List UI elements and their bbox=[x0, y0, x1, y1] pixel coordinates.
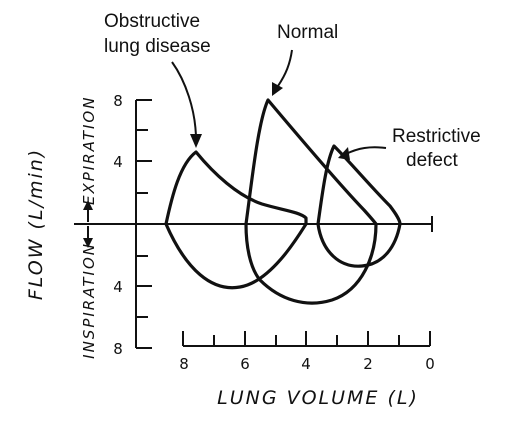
restrictive-label: Restrictive bbox=[392, 126, 481, 147]
normal-pointer-arrow-icon bbox=[272, 82, 283, 96]
volume-tick-label: 6 bbox=[240, 355, 250, 373]
direction-labels: EXPIRATION INSPIRATION bbox=[80, 96, 98, 359]
expiration-label: EXPIRATION bbox=[80, 96, 98, 205]
volume-axis: 8 6 4 2 0 bbox=[179, 331, 435, 373]
obstructive-pointer-arrow-icon bbox=[190, 134, 202, 148]
flow-tick-label: 4 bbox=[113, 153, 123, 171]
flow-axis-title: FLOW (L/min) bbox=[25, 148, 47, 300]
flow-tick-label: 4 bbox=[113, 278, 123, 296]
normal-loop bbox=[244, 98, 378, 305]
restrictive-label: defect bbox=[406, 150, 458, 171]
normal-label: Normal bbox=[277, 22, 338, 43]
volume-tick-label: 2 bbox=[363, 355, 373, 373]
restrictive-pointer bbox=[345, 146, 387, 155]
inspiration-arrow-icon bbox=[83, 238, 93, 248]
volume-tick-label: 8 bbox=[179, 355, 189, 373]
inspiration-label: INSPIRATION bbox=[80, 242, 98, 359]
flow-tick-label: 8 bbox=[113, 92, 123, 110]
normal-pointer bbox=[277, 49, 293, 87]
volume-tick-label: 4 bbox=[301, 355, 311, 373]
zero-flow-line bbox=[74, 216, 433, 232]
obstructive-label: Obstructive bbox=[104, 11, 200, 32]
restrictive-pointer-arrow-icon bbox=[338, 147, 350, 160]
restrictive-loop bbox=[316, 144, 402, 268]
obstructive-loop bbox=[164, 150, 308, 290]
obstructive-pointer bbox=[171, 61, 197, 141]
flow-tick-label: 8 bbox=[113, 340, 123, 358]
volume-tick-label: 0 bbox=[425, 355, 435, 373]
volume-axis-title: LUNG VOLUME (L) bbox=[217, 387, 419, 409]
expiration-arrow-icon bbox=[83, 200, 93, 210]
obstructive-label: lung disease bbox=[104, 36, 211, 57]
